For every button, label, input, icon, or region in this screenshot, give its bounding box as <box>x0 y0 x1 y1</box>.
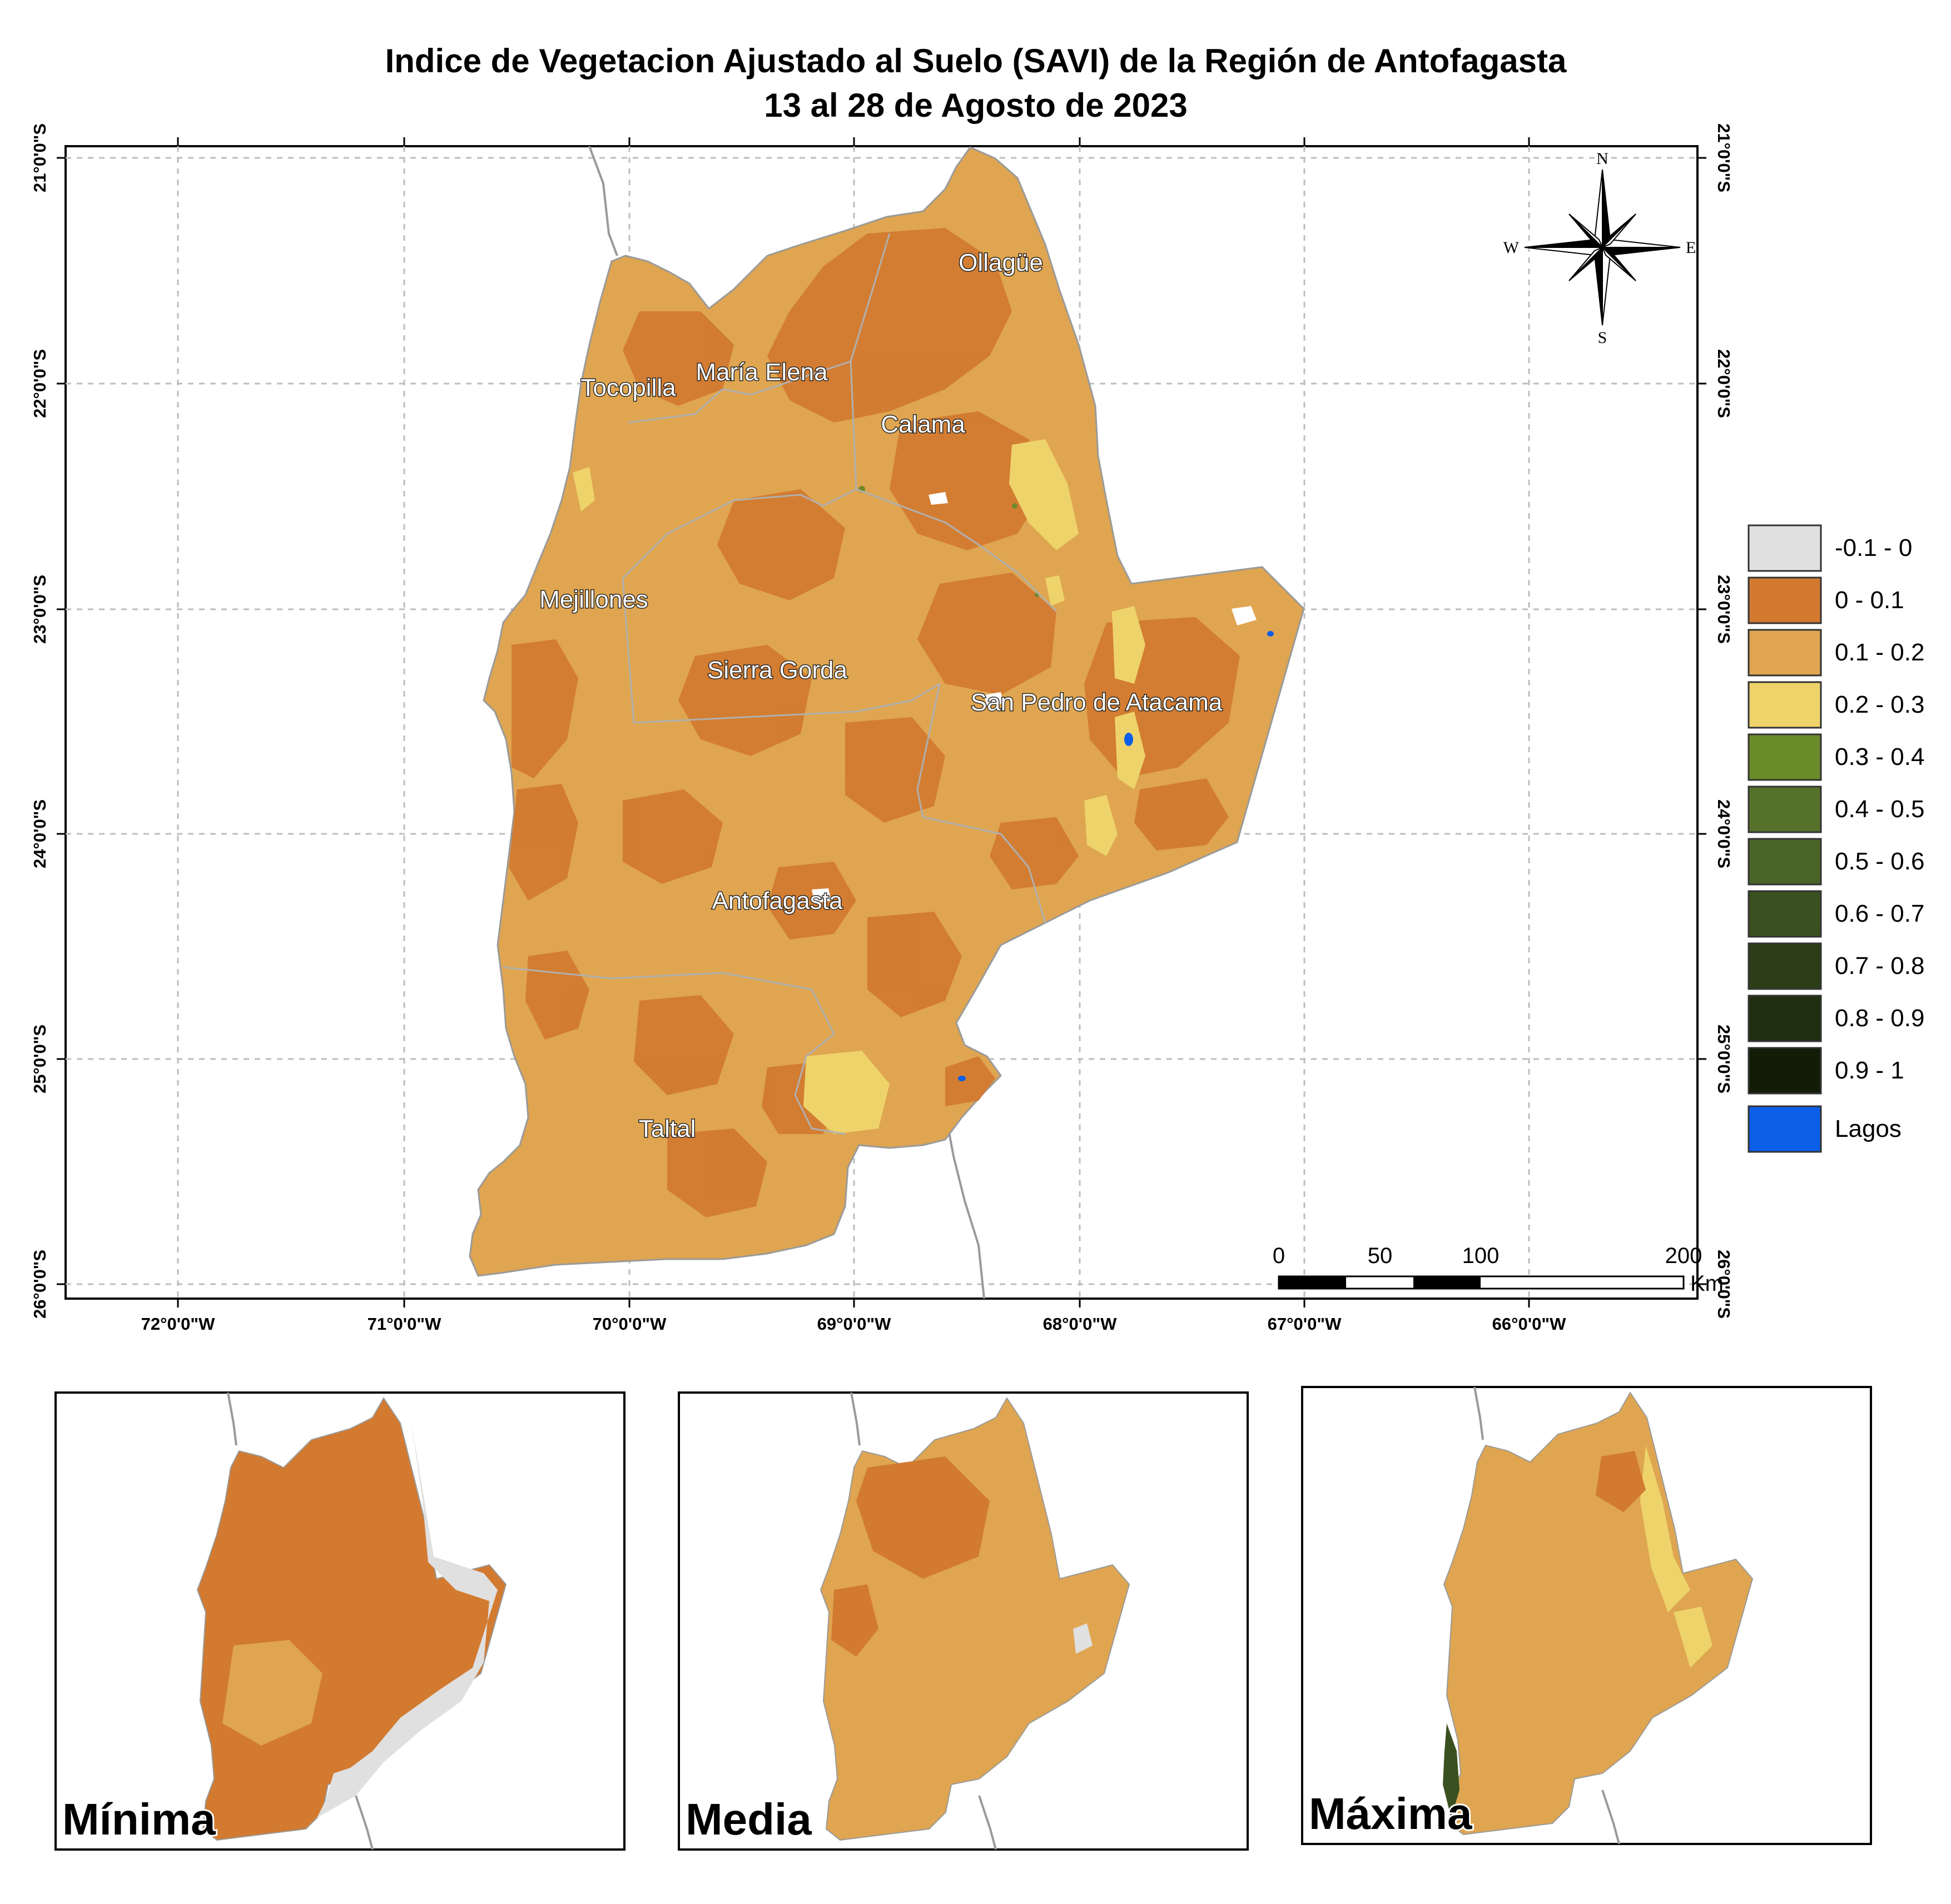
city-label-maria-elena: María Elena <box>696 359 828 386</box>
lat-label: 22°0'0"S <box>1714 349 1734 418</box>
city-label-sierra-gorda: Sierra Gorda <box>707 657 847 684</box>
city-label-san-pedro-de-atacama: San Pedro de Atacama <box>971 689 1223 716</box>
legend-swatch <box>1748 942 1822 990</box>
lon-label: 66°0'0"W <box>1492 1314 1566 1334</box>
scale-label-50: 50 <box>1368 1244 1393 1268</box>
legend-label: 0.6 - 0.7 <box>1835 900 1924 927</box>
lon-label: 72°0'0"W <box>141 1314 215 1334</box>
scale-unit-label: Km <box>1690 1271 1724 1296</box>
legend-swatch <box>1748 1105 1822 1153</box>
legend-label: 0.3 - 0.4 <box>1835 743 1924 770</box>
legend-swatch <box>1748 576 1822 624</box>
main-map: Ollagüe Tocopilla María Elena Calama Mej… <box>30 123 1734 1334</box>
lat-label: 21°0'0"S <box>30 123 49 192</box>
lon-label: 70°0'0"W <box>593 1314 667 1334</box>
legend-swatch <box>1748 733 1822 781</box>
lon-label: 67°0'0"W <box>1268 1314 1342 1334</box>
compass-east-label: E <box>1686 238 1696 257</box>
scale-label-0: 0 <box>1273 1244 1285 1268</box>
inset-label-minima: Mínima <box>62 1794 216 1844</box>
legend-swatch <box>1748 1047 1822 1095</box>
map-subtitle: 13 al 28 de Agosto de 2023 <box>764 87 1187 124</box>
compass-rose-icon: N S E W <box>1503 150 1696 347</box>
latitude-labels-left: 21°0'0"S 22°0'0"S 23°0'0"S 24°0'0"S 25°0… <box>30 123 49 1319</box>
legend: -0.1 - 0 0 - 0.1 0.1 - 0.2 0.2 - 0.3 0.3… <box>1748 524 1924 1153</box>
longitude-labels: 72°0'0"W 71°0'0"W 70°0'0"W 69°0'0"W 68°0… <box>141 1314 1566 1334</box>
legend-label: 0.9 - 1 <box>1835 1057 1904 1084</box>
scale-bar: 0 50 100 200 Km <box>1273 1244 1724 1296</box>
lat-label: 23°0'0"S <box>1714 575 1734 644</box>
lat-label: 24°0'0"S <box>30 799 49 868</box>
region-antofagasta <box>469 146 1305 1277</box>
legend-swatch <box>1748 681 1822 729</box>
legend-swatch <box>1748 995 1822 1042</box>
scale-label-100: 100 <box>1462 1244 1500 1268</box>
legend-label: 0.4 - 0.5 <box>1835 796 1924 823</box>
legend-label: 0.2 - 0.3 <box>1835 691 1924 718</box>
inset-label-maxima: Máxima <box>1309 1789 1472 1838</box>
lat-label: 25°0'0"S <box>1714 1025 1734 1093</box>
lat-label: 24°0'0"S <box>1714 799 1734 868</box>
lat-label: 23°0'0"S <box>30 575 49 644</box>
legend-label: Lagos <box>1835 1115 1902 1142</box>
city-label-tocopilla: Tocopilla <box>580 374 676 401</box>
inset-media: Media <box>678 1391 1249 1851</box>
city-label-antofagasta: Antofagasta <box>712 887 843 914</box>
legend-label: 0.5 - 0.6 <box>1835 848 1924 875</box>
legend-label: 0 - 0.1 <box>1835 586 1904 614</box>
lat-label: 21°0'0"S <box>1714 123 1734 192</box>
inset-minima: Mínima <box>54 1391 625 1851</box>
savi-class-neg0.1-0 <box>812 492 1257 903</box>
inset-label-media: Media <box>686 1794 812 1844</box>
map-title: Indice de Vegetacion Ajustado al Suelo (… <box>385 42 1567 79</box>
city-label-calama: Calama <box>881 411 965 438</box>
latitude-labels-right: 21°0'0"S 22°0'0"S 23°0'0"S 24°0'0"S 25°0… <box>1714 123 1734 1319</box>
commune-borders <box>503 233 1058 1135</box>
compass-north-label: N <box>1596 150 1609 168</box>
legend-swatch <box>1748 629 1822 677</box>
inset-maxima: Máxima <box>1301 1386 1872 1845</box>
lat-label: 26°0'0"S <box>30 1250 49 1319</box>
legend-swatch <box>1748 890 1822 938</box>
tick-marks <box>57 137 1706 1308</box>
scale-label-200: 200 <box>1665 1244 1702 1268</box>
savi-class-0.2-0.3 <box>573 439 1145 1134</box>
legend-swatch <box>1748 524 1822 572</box>
city-label-mejillones: Mejillones <box>539 586 648 613</box>
legend-label: 0.8 - 0.9 <box>1835 1005 1924 1032</box>
lon-label: 69°0'0"W <box>817 1314 891 1334</box>
compass-west-label: W <box>1503 238 1520 257</box>
legend-label: 0.7 - 0.8 <box>1835 952 1924 980</box>
lat-label: 25°0'0"S <box>30 1025 49 1093</box>
city-label-taltal: Taltal <box>639 1115 696 1142</box>
lat-label: 26°0'0"S <box>1714 1250 1734 1319</box>
neighbor-borders <box>588 146 985 1299</box>
compass-south-label: S <box>1598 329 1607 347</box>
legend-swatch <box>1748 838 1822 886</box>
city-label-ollague: Ollagüe <box>959 249 1043 276</box>
lakes <box>958 631 1274 1081</box>
legend-swatch <box>1748 786 1822 833</box>
legend-label: -0.1 - 0 <box>1835 534 1912 561</box>
lon-label: 71°0'0"W <box>368 1314 441 1334</box>
lat-label: 22°0'0"S <box>30 349 49 418</box>
legend-label: 0.1 - 0.2 <box>1835 639 1924 666</box>
lon-label: 68°0'0"W <box>1043 1314 1117 1334</box>
city-labels: Ollagüe Tocopilla María Elena Calama Mej… <box>539 248 1224 1144</box>
